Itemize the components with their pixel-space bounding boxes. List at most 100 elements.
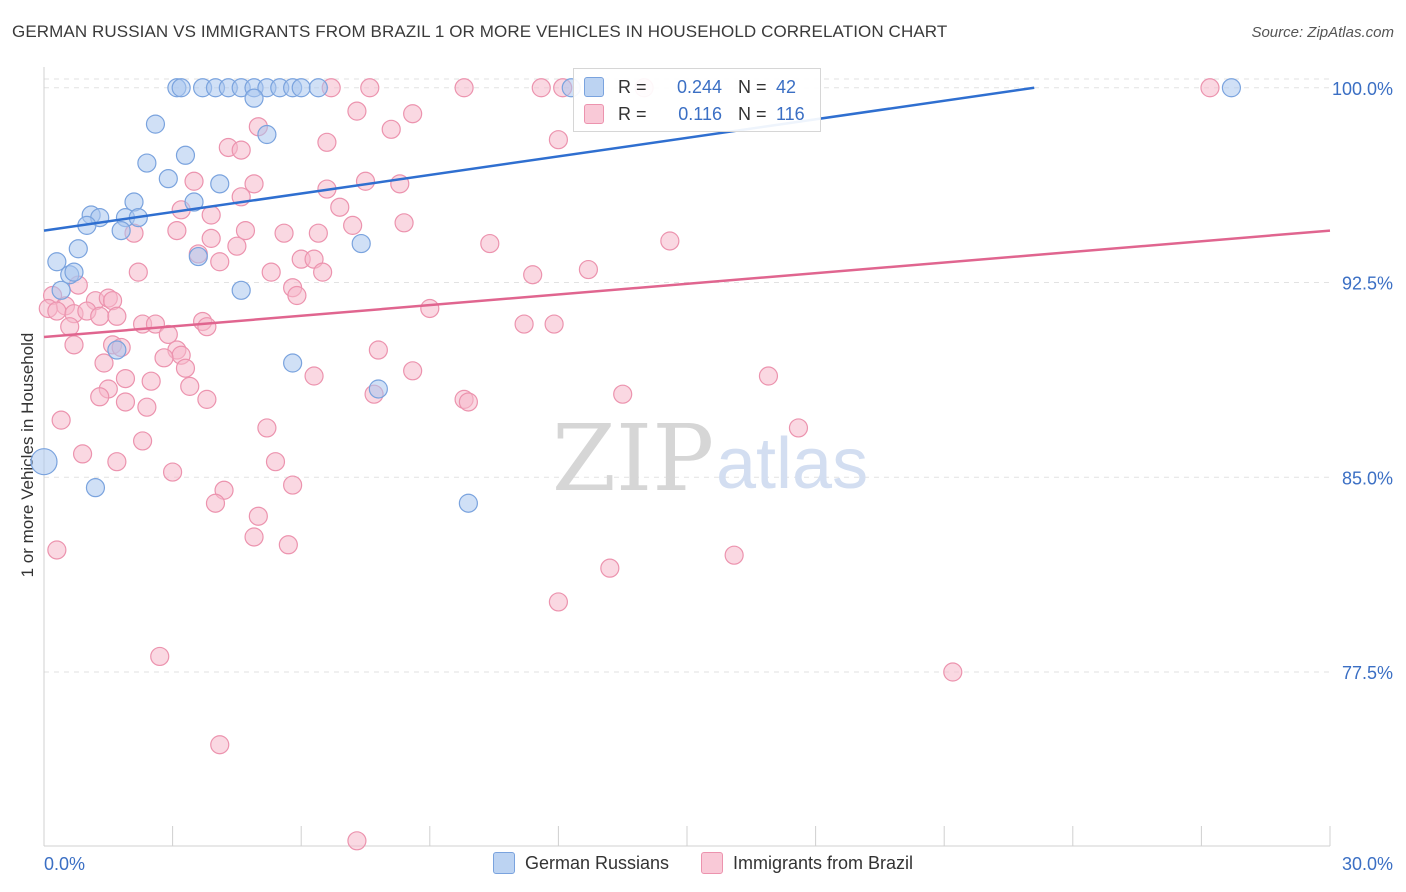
data-point [283, 353, 303, 373]
data-point [304, 366, 324, 386]
data-point [210, 174, 230, 194]
data-point [308, 223, 328, 243]
data-point [1200, 78, 1220, 98]
data-point [330, 197, 350, 217]
data-point [201, 228, 221, 248]
data-point [257, 124, 277, 145]
data-point [47, 540, 67, 560]
data-point [287, 285, 307, 306]
data-point [480, 233, 500, 254]
legend-row-immigrants-from-brazil: R = 0.116 N = 116 [584, 102, 805, 126]
data-point [600, 558, 620, 578]
data-point [107, 452, 127, 472]
data-point [60, 317, 80, 337]
chart-title: GERMAN RUSSIAN VS IMMIGRANTS FROM BRAZIL… [12, 22, 948, 41]
data-point [68, 239, 88, 259]
r-value: 0.244 [676, 76, 722, 97]
data-point [175, 145, 196, 165]
series-immigrants-from-brazil [38, 78, 1220, 851]
data-point [244, 174, 264, 194]
data-point [115, 392, 136, 412]
n-value: 116 [776, 103, 805, 124]
data-point [578, 259, 599, 280]
legend-label: Immigrants from Brazil [733, 852, 914, 873]
data-point [141, 371, 161, 391]
trend-line-german-russians [43, 86, 1035, 232]
correlation-legend: R = 0.244 N = 42 R = 0.116 N = 116 [573, 68, 821, 132]
data-point [531, 78, 551, 98]
data-point [188, 246, 208, 267]
data-point [394, 213, 414, 233]
data-point [244, 527, 264, 547]
data-point [90, 387, 110, 407]
y-tick-label: 100.0% [1332, 79, 1393, 99]
tick-labels: 77.5% 85.0% 92.5% 100.0% 0.0% 30.0% [44, 79, 1393, 874]
gridlines [44, 78, 1330, 673]
data-point [90, 306, 110, 326]
data-point [523, 265, 543, 285]
data-point [458, 493, 478, 513]
watermark: ZIP atlas [552, 405, 868, 512]
data-point [347, 101, 367, 121]
watermark-zip: ZIP [552, 405, 714, 512]
data-point [111, 220, 131, 241]
data-point [175, 358, 196, 378]
data-point [235, 220, 256, 241]
data-point [420, 298, 440, 319]
watermark-atlas: atlas [716, 424, 868, 504]
data-point [171, 78, 191, 98]
legend-swatch-blue [584, 77, 604, 97]
data-point [291, 78, 311, 98]
data-point [261, 262, 281, 282]
data-point [64, 262, 84, 282]
data-point [403, 104, 423, 124]
data-point [107, 306, 127, 326]
data-point [403, 361, 423, 381]
data-point [313, 262, 333, 282]
data-point [137, 397, 157, 417]
data-point [231, 140, 251, 160]
data-point [724, 545, 744, 565]
data-point [197, 389, 217, 409]
data-point [613, 384, 633, 404]
data-point [548, 130, 569, 150]
data-point [227, 236, 247, 256]
data-point [943, 662, 963, 682]
data-point [85, 478, 106, 498]
data-point [347, 831, 367, 851]
legend-row-german-russians: R = 0.244 N = 42 [584, 75, 796, 99]
n-label: N = [738, 76, 767, 97]
data-point [107, 340, 127, 360]
data-point [145, 114, 166, 134]
y-tick-label: 92.5% [1342, 274, 1393, 294]
data-point [231, 280, 251, 300]
data-point [265, 452, 286, 472]
data-point [758, 366, 779, 386]
data-point [201, 205, 221, 225]
y-tick-label: 85.0% [1342, 468, 1393, 488]
data-point [205, 493, 226, 513]
data-point [343, 215, 363, 235]
data-point [128, 262, 148, 282]
legend-swatch-blue [492, 852, 515, 874]
data-point [210, 735, 230, 755]
data-point [360, 78, 380, 98]
series-legend: German Russians Immigrants from Brazil [0, 852, 1406, 874]
data-point [244, 88, 264, 108]
legend-label: German Russians [524, 852, 670, 873]
data-point [94, 353, 114, 373]
data-point [30, 448, 58, 476]
data-point [274, 223, 294, 243]
data-point [163, 462, 183, 482]
series-german-russians [30, 78, 1242, 513]
data-point [51, 410, 71, 430]
data-point [115, 369, 136, 389]
y-tick-label: 77.5% [1342, 663, 1393, 683]
data-point [351, 233, 371, 254]
data-point [180, 376, 200, 396]
legend-swatch-pink [584, 104, 604, 124]
r-label: R = [618, 103, 647, 124]
data-point [154, 348, 174, 368]
data-point [454, 78, 474, 98]
